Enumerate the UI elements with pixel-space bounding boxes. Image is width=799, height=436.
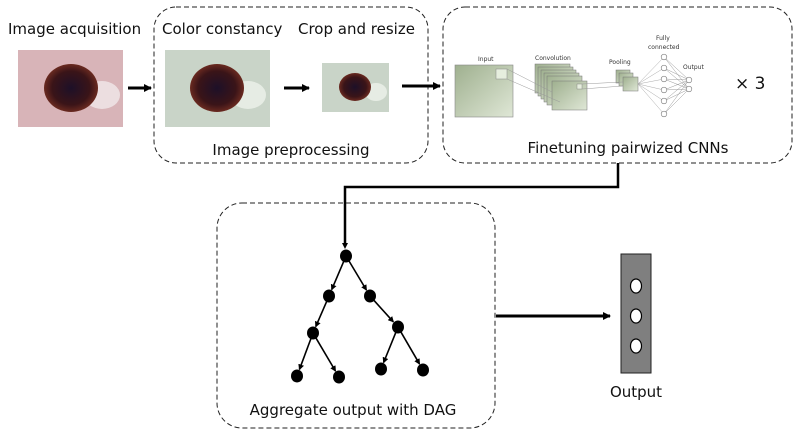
cnn-fully-connected-nodes: [637, 53, 693, 118]
dag-node: [417, 363, 429, 377]
cnn-output-node: [685, 76, 693, 84]
dag-edge: [348, 260, 368, 291]
output-node: [629, 338, 643, 354]
dag-node: [291, 369, 303, 383]
color-constancy-label: Color constancy: [162, 20, 283, 38]
fc-node: [660, 64, 668, 72]
cnn-box: [442, 6, 793, 164]
dag-edge: [382, 332, 397, 364]
cnn-pooling-label: Pooling: [609, 59, 631, 66]
dag-edge: [373, 299, 394, 323]
dag-edge: [315, 337, 337, 372]
dag-edge: [400, 331, 421, 365]
dag-node: [340, 249, 352, 263]
dag-edge: [330, 261, 345, 291]
cnn-fc-label: connected: [648, 44, 680, 51]
output-label: Output: [610, 383, 662, 401]
dag-edge: [298, 338, 312, 371]
output-node: [629, 278, 643, 294]
cnn-output-node: [685, 85, 693, 93]
color-constancy-image: [165, 50, 270, 127]
output-vector: [620, 253, 652, 374]
dag-node: [375, 362, 387, 376]
dag-edge: [315, 301, 328, 328]
dag-title: Aggregate output with DAG: [250, 401, 457, 419]
cnn-pooling-layers: [615, 69, 639, 92]
fc-node: [660, 110, 668, 118]
cnn-architecture: Input Convolution Pooling Fully connecte…: [454, 35, 704, 118]
preprocessing-title: Image preprocessing: [212, 141, 369, 159]
fc-node: [660, 97, 668, 105]
cnn-title: Finetuning pairwized CNNs: [528, 139, 729, 157]
dag-tree: [291, 249, 429, 384]
crop-resize-label: Crop and resize: [298, 20, 415, 38]
cnn-input-label: Input: [478, 56, 494, 63]
dag-node: [364, 289, 376, 303]
dag-node: [333, 370, 345, 384]
cnn-multiplier: × 3: [735, 74, 765, 94]
fc-node: [660, 75, 668, 83]
dag-node: [323, 289, 335, 303]
dag-node: [392, 320, 404, 334]
acquisition-label: Image acquisition: [8, 20, 141, 38]
connector-cnn-to-dag: [343, 163, 620, 246]
fc-node: [660, 86, 668, 94]
original-lesion-image: [18, 50, 123, 127]
dag-node: [307, 326, 319, 340]
fc-node: [660, 53, 668, 61]
output-node: [629, 308, 643, 324]
cnn-fc-label-1: Fully: [656, 35, 670, 42]
cnn-output-label: Output: [683, 64, 704, 71]
cnn-convolution-layers: [534, 63, 588, 111]
dag-box: [216, 202, 496, 429]
cropped-image: [322, 63, 389, 112]
cnn-convolution-label: Convolution: [535, 55, 571, 62]
